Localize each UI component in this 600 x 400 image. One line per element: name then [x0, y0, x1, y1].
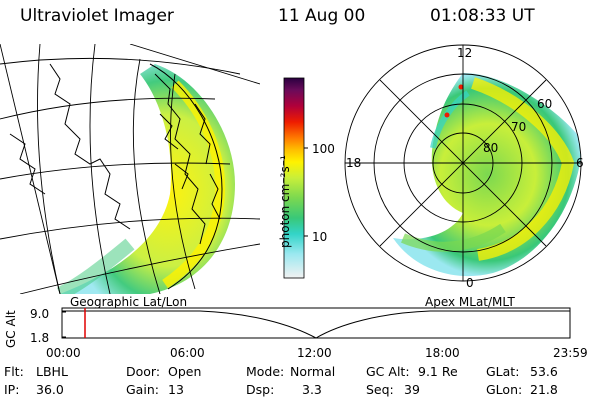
door-label: Door:	[126, 364, 161, 379]
filter-value: LBHL	[36, 364, 68, 379]
orbit-timeline	[61, 307, 571, 339]
aurora-emission-geographic	[60, 64, 235, 294]
glat-label: GLat:	[486, 364, 520, 379]
mode-value: Normal	[290, 364, 336, 379]
glon-label: GLon:	[486, 382, 523, 397]
orbit-altitude-curve	[62, 310, 570, 339]
observation-date: 11 Aug 00	[278, 6, 366, 26]
colorbar-tick-100: 100	[312, 142, 335, 156]
dsp-value: 3.3	[302, 382, 322, 397]
filter-label: Flt:	[4, 364, 24, 379]
geographic-map	[0, 44, 260, 294]
mlat-label-80: 80	[483, 141, 499, 155]
door-value: Open	[168, 364, 202, 379]
ip-value: 36.0	[36, 382, 64, 397]
timeline-axis-label: GC Alt	[4, 310, 18, 348]
intensity-colorbar	[283, 77, 308, 279]
instrument-title: Ultraviolet Imager	[20, 6, 174, 26]
gcalt-label: GC Alt:	[366, 364, 410, 379]
mlt-label-6: 6	[576, 156, 584, 170]
colorbar-unit-label: photon cm⁻²s⁻¹	[278, 155, 292, 248]
mlt-label-18: 18	[346, 156, 362, 170]
glon-value: 21.8	[530, 382, 558, 397]
gcalt-value: 9.1 Re	[418, 364, 458, 379]
timeline-xtick-2359: 23:59	[553, 346, 588, 360]
timeline-ytick-low: 1.8	[30, 331, 50, 345]
mlt-label-12: 12	[457, 46, 473, 60]
observation-time: 01:08:33 UT	[430, 6, 535, 26]
ip-label: IP:	[4, 382, 20, 397]
apex-grid-label: Apex MLat/MLT	[425, 295, 515, 309]
polar-grid	[344, 44, 582, 282]
mlat-label-60: 60	[537, 97, 553, 111]
timeline-xtick-1800: 18:00	[425, 346, 460, 360]
timeline-xtick-0600: 06:00	[170, 346, 205, 360]
apex-polar-plot	[344, 44, 582, 282]
mlat-label-70: 70	[511, 120, 527, 134]
coastlines	[9, 63, 221, 245]
mode-label: Mode:	[246, 364, 285, 379]
mlt-label-0: 0	[466, 276, 474, 290]
geographic-grid-label: Geographic Lat/Lon	[70, 295, 188, 309]
timeline-ytick-high: 9.0	[30, 307, 50, 321]
seq-value: 39	[404, 382, 420, 397]
gain-label: Gain:	[126, 382, 159, 397]
lat-lon-grid	[0, 44, 260, 294]
gain-value: 13	[168, 382, 184, 397]
glat-value: 53.6	[530, 364, 558, 379]
earth-limb	[149, 63, 223, 290]
seq-label: Seq:	[366, 382, 394, 397]
timeline-xtick-0000: 00:00	[46, 346, 81, 360]
dsp-label: Dsp:	[246, 382, 275, 397]
colorbar-tick-10: 10	[312, 230, 328, 244]
timeline-xtick-1200: 12:00	[297, 346, 332, 360]
